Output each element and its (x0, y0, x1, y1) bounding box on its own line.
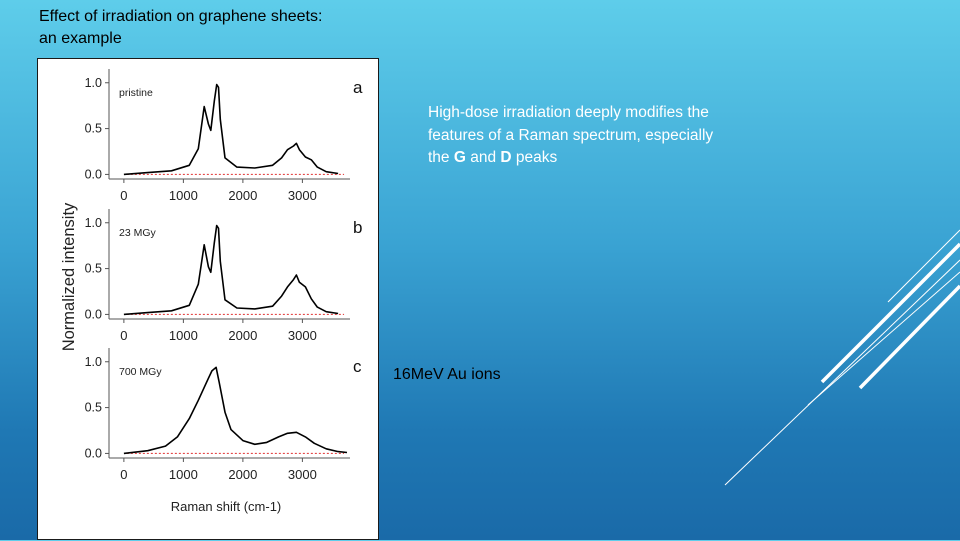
description-part2: peaks (511, 149, 558, 166)
slide-title: Effect of irradiation on graphene sheets… (39, 8, 323, 47)
sample-label-a: pristine (119, 87, 153, 99)
raman-chart: 0.0 0.5 1.0 0 1000 2000 3000 pristine a 0.0 0.5 1.0… (60, 69, 363, 514)
y-tick-label: 0.5 (85, 262, 102, 276)
description-and: and (465, 149, 501, 166)
x-tick-label: 2000 (228, 467, 257, 482)
x-tick-label: 1000 (169, 467, 198, 482)
description-text: High-dose irradiation deeply modifies th… (428, 102, 728, 170)
d-peak-label: D (500, 149, 512, 166)
spectrum-line-a (123, 83, 339, 176)
x-tick-label: 0 (120, 328, 127, 343)
x-tick-label: 2000 (228, 328, 257, 343)
deco-line-1 (724, 259, 960, 486)
y-tick-label: 0.0 (85, 167, 102, 181)
x-tick-label: 0 (120, 188, 127, 203)
ion-label: 16MeV Au ions (393, 366, 501, 383)
y-tick-label: 0.0 (85, 446, 102, 460)
deco-line-4 (858, 284, 960, 390)
y-tick-label: 0.0 (85, 307, 102, 321)
x-tick-label: 3000 (288, 328, 317, 343)
y-tick-label: 0.5 (85, 122, 102, 136)
x-tick-label: 1000 (169, 188, 198, 203)
x-tick-label: 2000 (228, 188, 257, 203)
panel-letter-b: b (353, 218, 362, 237)
x-tick-label: 3000 (288, 467, 317, 482)
y-tick-label: 1.0 (85, 76, 102, 90)
panel-letter-a: a (353, 78, 363, 97)
g-peak-label: G (453, 149, 466, 166)
sample-label-b: 23 MGy (119, 227, 157, 239)
x-axis-label: Raman shift (cm-1) (171, 499, 282, 514)
x-tick-label: 3000 (288, 188, 317, 203)
deco-line-5 (887, 229, 960, 303)
y-axis-label: Normalized intensity (60, 202, 78, 351)
y-tick-label: 1.0 (85, 216, 102, 230)
x-tick-label: 1000 (169, 328, 198, 343)
panel-letter-c: c (353, 357, 362, 376)
spectrum-line-c (123, 366, 348, 455)
deco-line-2 (807, 271, 960, 406)
description-part1: High-dose irradiation deeply modifies th… (428, 104, 714, 166)
deco-line-3 (820, 242, 960, 384)
raman-figure: 0.0 0.5 1.0 0 1000 2000 3000 pristine a 0.0 0.5 1.0… (37, 58, 379, 540)
x-tick-label: 0 (120, 467, 127, 482)
y-tick-label: 1.0 (85, 355, 102, 369)
y-tick-label: 0.5 (85, 401, 102, 415)
sample-label-c: 700 MGy (119, 366, 162, 378)
spectrum-line-b (123, 224, 339, 316)
